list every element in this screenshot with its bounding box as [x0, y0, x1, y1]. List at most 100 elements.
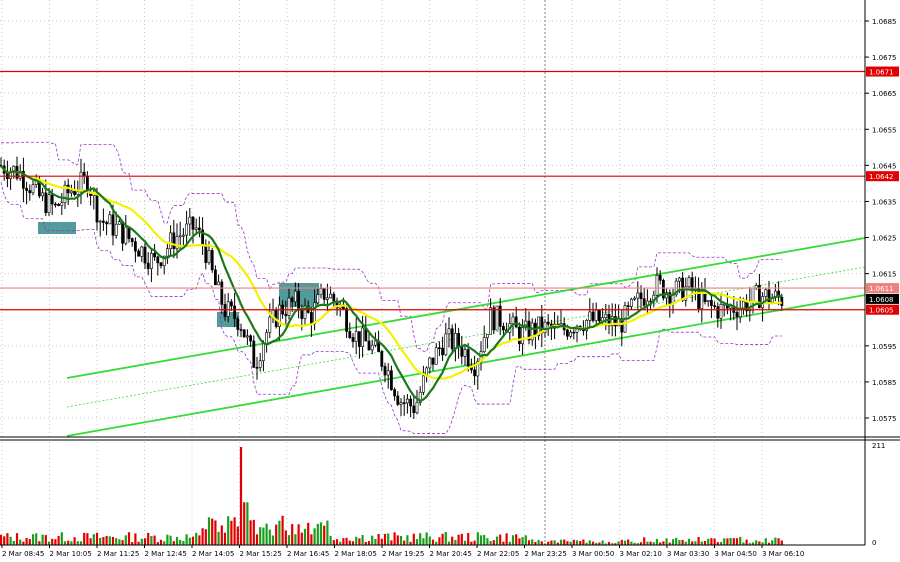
- candle-body: [214, 269, 217, 286]
- volume-bar: [649, 541, 652, 545]
- volume-bar: [540, 541, 543, 545]
- volume-bar: [233, 517, 236, 545]
- candle-body: [210, 250, 214, 271]
- candle-body: [655, 274, 659, 296]
- time-label: 3 Mar 03:30: [667, 550, 709, 558]
- candle-body: [495, 305, 499, 331]
- volume-bar: [220, 525, 223, 545]
- volume-bar: [111, 536, 115, 545]
- volume-bar: [582, 539, 585, 545]
- volume-bar: [25, 538, 28, 545]
- level-label: 1.0611: [869, 285, 894, 293]
- candle-body: [44, 192, 48, 213]
- candle-body: [233, 305, 237, 320]
- volume-bar: [22, 541, 25, 545]
- volume-bar: [771, 540, 774, 545]
- volume-bar: [124, 535, 127, 545]
- candle-body: [597, 309, 601, 322]
- candle-body: [252, 340, 256, 368]
- volume-bar: [15, 533, 19, 545]
- candle-body: [524, 320, 528, 328]
- volume-bar: [643, 537, 646, 545]
- candle-body: [610, 316, 614, 327]
- candle-body: [111, 214, 115, 236]
- candle-body: [415, 402, 419, 414]
- level-label: 1.0605: [869, 307, 894, 315]
- volume-bar: [367, 541, 371, 545]
- candles: [0, 156, 784, 420]
- time-label: 2 Mar 14:05: [192, 550, 234, 558]
- volume-bar: [63, 541, 67, 545]
- candle-body: [735, 312, 739, 318]
- candle-body: [335, 300, 339, 309]
- volume-bar: [543, 543, 547, 545]
- volume-bar: [159, 539, 163, 545]
- candle-body: [143, 246, 147, 264]
- volume-bar: [383, 533, 387, 545]
- candle-body: [428, 357, 432, 369]
- volume-bar: [262, 527, 265, 545]
- volume-bar: [463, 540, 467, 545]
- candle-body: [444, 333, 448, 356]
- volume-bar: [137, 541, 140, 545]
- volume-bar: [108, 536, 111, 545]
- candle-body: [316, 294, 320, 304]
- volume-bar: [92, 534, 95, 545]
- volume-bar: [425, 532, 428, 545]
- candle-body: [373, 340, 377, 346]
- volume-bar: [457, 534, 460, 545]
- volume-bar: [745, 539, 748, 545]
- candle-body: [82, 171, 86, 177]
- candle-body: [287, 297, 291, 316]
- band-lower: [0, 181, 782, 434]
- volume-bar: [335, 539, 339, 545]
- candle-body: [303, 305, 307, 319]
- volume-bar: [604, 543, 607, 545]
- candle-body: [361, 327, 365, 347]
- volume-bar: [12, 540, 15, 545]
- candle-body: [604, 314, 608, 318]
- volume-bar: [191, 536, 195, 545]
- grid: [0, 0, 865, 545]
- volume-bar: [575, 540, 579, 545]
- volume-bar: [89, 538, 92, 545]
- candle-body: [166, 248, 169, 257]
- volume-bar: [585, 542, 588, 545]
- volume-bar: [140, 538, 143, 545]
- volume-bar: [377, 533, 380, 545]
- candle-body: [409, 398, 413, 407]
- volume-bar: [38, 541, 41, 545]
- channel-upper: [66, 237, 866, 379]
- candle-body: [191, 216, 195, 230]
- volume-bar: [47, 541, 51, 545]
- volume-bar: [265, 523, 268, 545]
- candle-body: [76, 191, 80, 195]
- candle-body: [450, 328, 454, 350]
- volume-bar: [662, 541, 665, 545]
- level-tag: [866, 171, 899, 182]
- volume-bar: [95, 532, 99, 545]
- volume-bar: [678, 539, 681, 545]
- channel-lower: [66, 294, 866, 437]
- volume-bar: [291, 524, 294, 545]
- candle-body: [134, 241, 137, 252]
- volume-bar: [79, 541, 83, 545]
- candle-body: [514, 316, 518, 328]
- volume-bar: [243, 502, 246, 545]
- volume-bar: [547, 541, 550, 545]
- volume-bar: [134, 533, 137, 545]
- candle-body: [636, 292, 640, 299]
- volume-bar: [6, 533, 9, 545]
- volume-bar: [508, 541, 511, 545]
- candle-body: [297, 290, 301, 311]
- signal-zone: [38, 222, 76, 234]
- time-label: 2 Mar 19:25: [382, 550, 424, 558]
- candle-body: [31, 184, 35, 194]
- volume-bar: [739, 536, 742, 545]
- volume-bar: [227, 516, 230, 545]
- volume-bar: [358, 538, 361, 545]
- candle-body: [453, 333, 457, 350]
- volume-bar: [748, 543, 751, 545]
- price-tick-label: 1.0675: [872, 54, 897, 62]
